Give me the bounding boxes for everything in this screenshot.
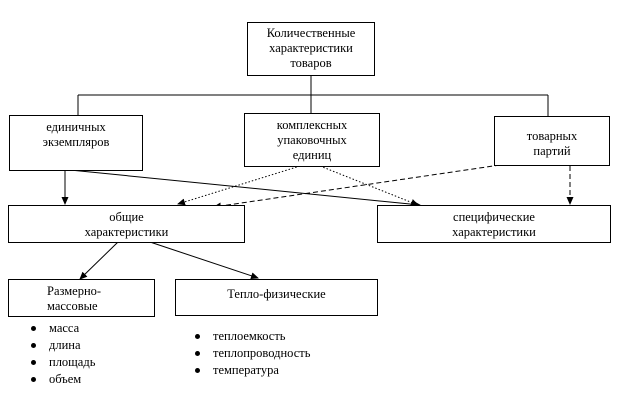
list-item: теплопроводность	[193, 345, 310, 362]
arrows-single	[61, 169, 421, 208]
node-complex-line: упаковочных	[277, 133, 347, 147]
node-thermal-line: Тепло-физические	[227, 287, 326, 301]
node-thermal: Тепло-физические	[175, 279, 378, 316]
node-general-line: характеристики	[84, 225, 169, 239]
list-thermal: теплоемкость теплопроводность температур…	[193, 328, 310, 379]
arrows-batch	[213, 164, 574, 210]
list-dimensional: масса длина площадь объем	[29, 320, 95, 388]
node-dimensional: Размерно- массовые	[8, 279, 155, 317]
arrows-complex	[177, 165, 419, 206]
arrows-general	[79, 241, 259, 280]
node-single-line: экземпляров	[42, 135, 110, 149]
node-root-line: характеристики	[269, 41, 353, 55]
node-specific: специфические характеристики	[377, 205, 611, 243]
list-item: площадь	[29, 354, 95, 371]
list-item: объем	[29, 371, 95, 388]
node-root-line: Количественные	[266, 26, 356, 40]
node-specific-line: характеристики	[452, 225, 536, 239]
list-item: теплоемкость	[193, 328, 310, 345]
node-root: Количественные характеристики товаров	[247, 22, 375, 76]
node-batch-line: партий	[533, 144, 571, 158]
node-batch: товарных партий	[494, 116, 610, 166]
node-general-line: общие	[109, 210, 144, 224]
node-complex: комплексных упаковочных единиц	[244, 113, 380, 167]
node-dimensional-line: Размерно-	[47, 284, 102, 298]
node-specific-line: специфические	[453, 210, 535, 224]
node-general: общие характеристики	[8, 205, 245, 243]
node-single-line: единичных	[46, 120, 106, 134]
node-root-line: товаров	[290, 56, 332, 70]
node-complex-line: единиц	[292, 148, 332, 162]
list-item: температура	[193, 362, 310, 379]
list-item: масса	[29, 320, 95, 337]
node-batch-line: товарных	[526, 129, 578, 143]
tree-connector	[77, 75, 549, 116]
node-complex-line: комплексных	[276, 118, 348, 132]
node-dimensional-line: массовые	[47, 299, 98, 313]
list-item: длина	[29, 337, 95, 354]
node-single: единичных экземпляров	[9, 115, 143, 171]
